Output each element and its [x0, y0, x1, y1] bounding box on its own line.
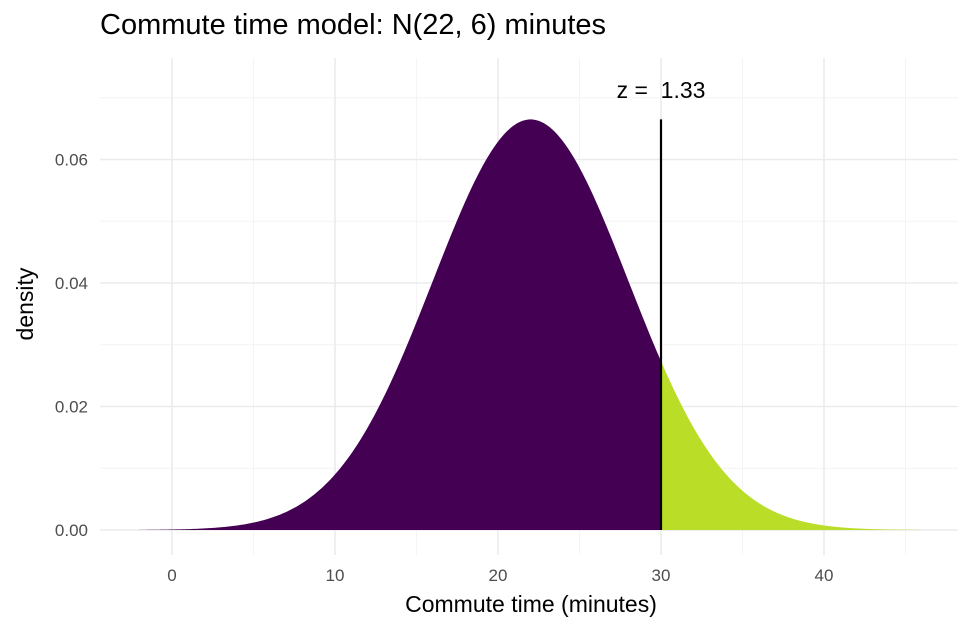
x-tick-label: 0 — [167, 566, 176, 585]
z-score-label: z = 1.33 — [617, 77, 706, 103]
y-tick-label: 0.04 — [55, 274, 88, 293]
cutoff-marker: z = 1.33 — [617, 77, 706, 530]
density-areas — [139, 119, 922, 531]
y-axis-title: density — [12, 267, 38, 340]
density-area-below-cutoff — [139, 119, 661, 531]
x-axis-title: Commute time (minutes) — [405, 591, 657, 617]
axis-ticks: 0 10 20 30 40 0.00 0.02 0.04 0.06 — [55, 151, 834, 586]
y-tick-label: 0.06 — [55, 151, 88, 170]
y-tick-label: 0.02 — [55, 398, 88, 417]
x-tick-label: 30 — [652, 566, 671, 585]
chart-title: Commute time model: N(22, 6) minutes — [100, 9, 606, 41]
x-tick-label: 10 — [326, 566, 345, 585]
density-area-above-cutoff — [661, 361, 922, 530]
x-tick-label: 40 — [815, 566, 834, 585]
y-tick-label: 0.00 — [55, 521, 88, 540]
x-tick-label: 20 — [489, 566, 508, 585]
